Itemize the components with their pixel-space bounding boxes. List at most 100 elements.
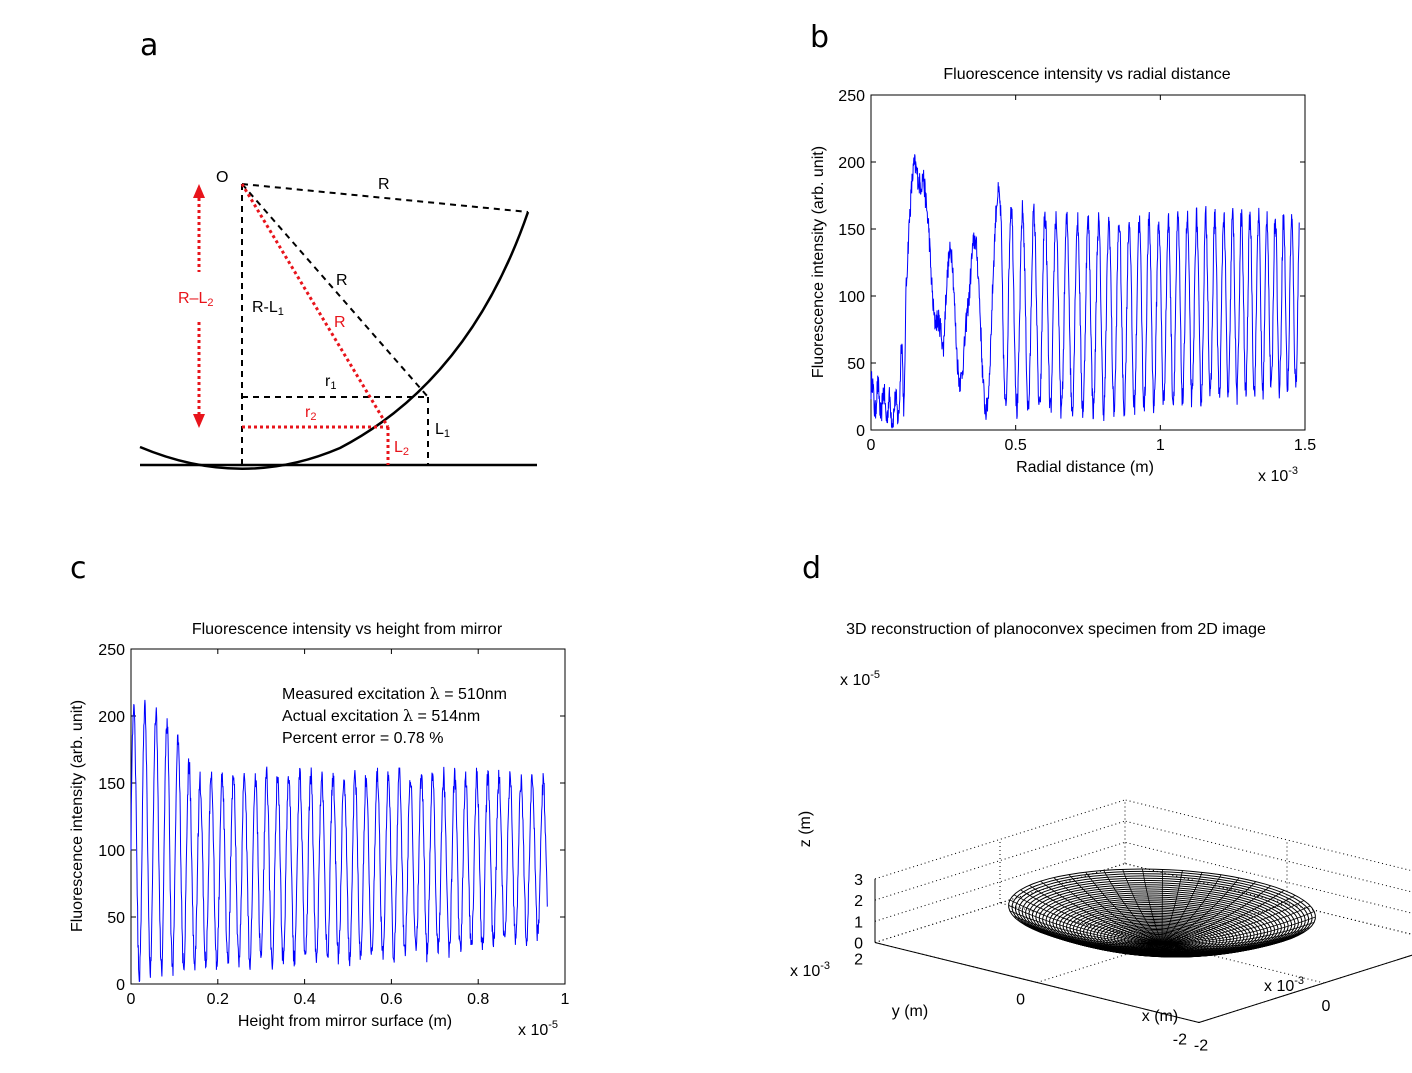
panel-a: a O R R R R-L1 R–L2 r1 r2 L1 [139,28,537,470]
chart-d-xlabel: x (m) [1142,1008,1178,1025]
arrow-down-icon [193,414,205,428]
chart-d-ztick-label: 0 [854,936,863,953]
chart-b-xtick-label: 0.5 [1005,437,1027,454]
chart-c-xtick-label: 0 [127,991,136,1008]
chart-b-xtick-label: 1.5 [1294,437,1316,454]
chart-c-ticks: 0 0.2 0.4 0.6 0.8 1 0 50 100 150 200 250 [98,642,569,1008]
label-R-diag: R [336,272,348,289]
panel-d: d 3D reconstruction of planoconvex speci… [790,551,1412,1055]
chart-d-surface-meridian [1068,874,1163,944]
panel-d-letter: d [802,551,821,586]
chart-d-xtick-label: 0 [1322,998,1331,1015]
chart-d-x-exponent: x 10-3 [1264,975,1304,995]
label-R-red: R [334,314,346,331]
chart-d-surface-meridian [1161,916,1316,944]
chart-d-surface-meridian [1013,916,1163,944]
chart-c-xlabel: Height from mirror surface (m) [238,1013,452,1030]
chart-c-ylabel: Fluorescence intensity (arb. unit) [69,700,86,932]
chart-d-surface-meridian [1161,900,1305,944]
panel-b-letter: b [810,20,829,55]
annotation-measured: Measured excitation λ = 510nm [282,684,507,703]
chart-d-surface-meridian [1161,881,1257,944]
chart-c-x-exponent: x 10-5 [518,1019,558,1039]
chart-d-box-edge [874,942,1200,1023]
chart-c-xtick-label: 0.8 [467,991,489,1008]
chart-c-annotations: Measured excitation λ = 510nm Actual exc… [282,684,507,747]
chart-d-surface-meridian [1102,942,1163,954]
chart-d-xtick-label: -2 [1194,1038,1208,1055]
label-O: O [216,169,228,186]
chart-b-series-line [870,154,1300,430]
chart-d-surface-meridian [1009,910,1163,944]
chart-c-ytick-label: 150 [98,776,125,793]
chart-d-surface-meridian [1161,927,1311,946]
chart-b-ytick-label: 100 [838,289,865,306]
chart-b-ytick-label: 150 [838,222,865,239]
annotation-actual: Actual excitation λ = 514nm [282,706,480,725]
chart-d-surface-meridian [1141,942,1163,957]
chart-d-axes-box [874,799,1412,1023]
chart-d-surface-meridian [1161,905,1311,944]
chart-d-box-edge [1198,954,1412,1023]
chart-b-xtick-label: 0 [867,437,876,454]
chart-d-surface-meridian [1020,889,1163,944]
chart-d-surface-meridian [1040,880,1163,944]
chart-d-surface-meridian [1122,869,1163,944]
chart-d-surface-meridian [1085,871,1163,944]
chart-d-box-edge [1198,954,1412,1023]
chart-d-surface-meridian [1161,936,1295,949]
annotation-percent-error: Percent error = 0.78 % [282,730,443,747]
red-construction-lines [197,183,390,465]
chart-d-surface-meridian [1161,932,1304,948]
black-construction-lines [241,183,529,465]
chart-d-surface-meridian [1039,931,1163,947]
chart-b-ticks: 0 0.5 1 1.5 0 50 100 150 200 250 [838,88,1316,454]
chart-c-title: Fluorescence intensity vs height from mi… [192,621,503,638]
chart-c-ytick-label: 50 [107,910,125,927]
chart-d-surface-meridian [1029,884,1163,944]
chart-d-surface-meridian [1161,889,1285,944]
label-r1: r1 [325,373,336,392]
chart-c-ytick-label: 100 [98,843,125,860]
chart-d-surface-meridian [1028,926,1163,946]
chart-b-ylabel: Fluorescence intensity (arb. unit) [810,146,827,378]
chart-d-surface-meridian [1084,942,1163,953]
chart-b-plot-area [870,94,1306,431]
label-L1: L1 [435,421,450,440]
chart-d-surface-meridian [1019,921,1163,945]
chart-d-surface-meridian [1142,868,1163,944]
chart-d-surface-meridian [1161,942,1182,958]
chart-c-xtick-label: 0.6 [380,991,402,1008]
chart-c-xtick-label: 0.4 [293,991,315,1008]
label-r2: r2 [305,404,316,423]
label-L2: L2 [394,439,409,458]
label-R-top: R [378,176,390,193]
chart-b-xtick-label: 1 [1156,437,1165,454]
label-R-minus-L2: R–L2 [178,290,213,309]
chart-d-surface-meridian [1013,894,1163,944]
chart-d-surface-meridian [1009,899,1163,944]
chart-b-title: Fluorescence intensity vs radial distanc… [943,66,1230,83]
chart-b-xlabel: Radial distance (m) [1016,459,1154,476]
chart-d-surface-meridian [1161,922,1315,945]
chart-d-surface [1008,868,1316,958]
chart-d-surface-meridian [1161,942,1271,953]
chart-d-surface-meridian [1053,877,1163,944]
chart-d-surface-meridian [1121,942,1163,956]
chart-d-surface-meridian [1161,894,1296,944]
chart-d-surface-meridian [1103,870,1163,944]
chart-b-ytick-label: 50 [847,356,865,373]
chart-c-series-line [130,699,548,982]
chart-b-ytick-label: 200 [838,155,865,172]
chart-d-surface-meridian [1161,877,1240,944]
chart-d-surface-meridian [1161,874,1222,944]
panel-c-letter: c [70,551,87,586]
panel-a-letter: a [140,28,158,63]
chart-d-surface-meridian [1161,870,1183,944]
arrow-up-icon [193,184,205,198]
chart-c-xtick-label: 1 [561,991,570,1008]
chart-d-ylabel: y (m) [892,1003,928,1020]
chart-d-ytick-label: 0 [1016,992,1025,1009]
